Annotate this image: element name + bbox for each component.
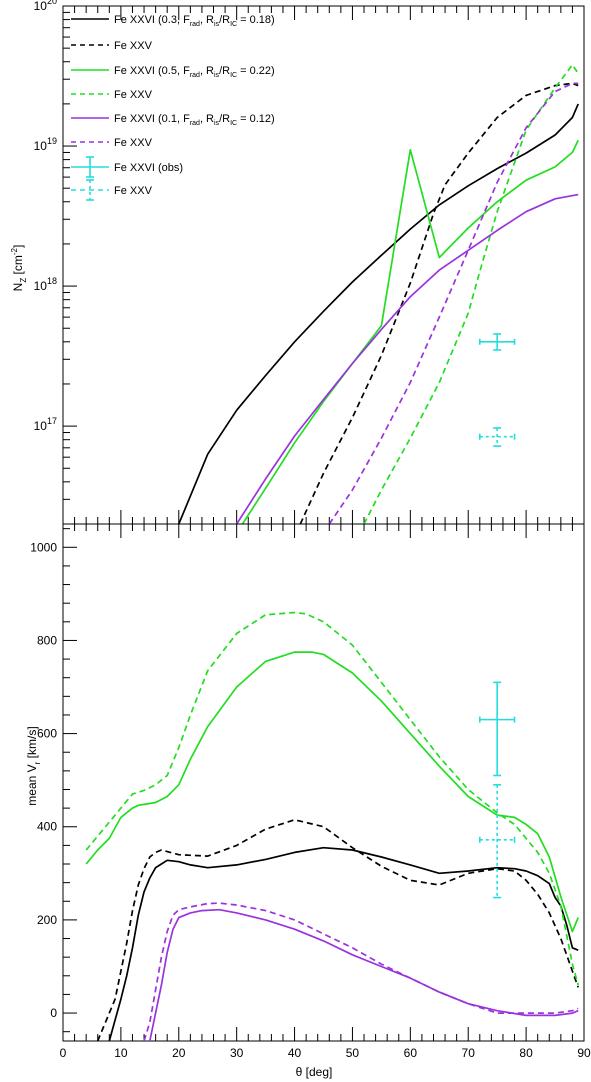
series-line-0-4: [235, 193, 579, 524]
bottom-panel: 0 10 20 30 40 50 60 70 80 90 0 200 400 600 800 1000: [30, 523, 591, 1060]
legend-entry-1: Fe XXV: [71, 40, 153, 52]
x-tick-label-20: 20: [172, 1046, 186, 1060]
series-line-0-1: [299, 82, 579, 524]
legend-entry-4: Fe XXVI (0.1, Frad, Ris/RIC = 0.12): [71, 113, 275, 127]
series-line-0-2: [241, 139, 579, 524]
y-tick-label-400: 400: [37, 820, 57, 834]
top-ylabel: NZ [cm-2]: [10, 245, 28, 292]
series-line-0-5: [328, 82, 579, 524]
x-tick-label-60: 60: [404, 1046, 418, 1060]
series-line-1-3: [85, 611, 580, 986]
x-tick-label-80: 80: [519, 1046, 533, 1060]
y-tick-label-19: 1019: [34, 136, 57, 153]
x-tick-label-70: 70: [462, 1046, 476, 1060]
y-tick-label-17: 1017: [34, 416, 57, 433]
series-line-1-5: [143, 902, 579, 1041]
y-tick-label-1000: 1000: [30, 540, 57, 554]
x-tick-label-10: 10: [114, 1046, 128, 1060]
y-tick-label-18: 1018: [34, 276, 57, 293]
y-tick-label-800: 800: [37, 633, 57, 647]
svg-text:Fe XXV: Fe XXV: [114, 185, 153, 197]
legend: Fe XXVI (0.3, Frad, Ris/RIC = 0.18) Fe X…: [71, 14, 275, 201]
legend-entry-2: Fe XXVI (0.5, Frad, Ris/RIC = 0.22): [71, 65, 275, 79]
svg-text:Fe XXVI (0.1, Frad, Ris/RIC =: Fe XXVI (0.1, Frad, Ris/RIC = 0.12): [114, 113, 275, 127]
legend-entry-0: Fe XXVI (0.3, Frad, Ris/RIC = 0.18): [71, 14, 275, 28]
svg-text:Fe XXV: Fe XXV: [114, 40, 153, 52]
series-line-0-0: [178, 103, 579, 524]
bottom-ylabel: mean Vr [km/s]: [25, 726, 42, 805]
y-tick-label-20: 1020: [34, 0, 57, 13]
svg-text:Fe XXVI (0.3, Frad, Ris/RIC =: Fe XXVI (0.3, Frad, Ris/RIC = 0.18): [114, 14, 275, 28]
legend-entry-3: Fe XXV: [71, 89, 153, 101]
series-line-1-2: [85, 651, 579, 933]
x-tick-label-50: 50: [346, 1046, 360, 1060]
legend-entry-6: Fe XXVI (obs): [71, 156, 183, 178]
series-line-1-0: [108, 846, 579, 1041]
x-tick-label-40: 40: [288, 1046, 302, 1060]
svg-text:Fe XXV: Fe XXV: [114, 89, 153, 101]
plot-frame-1: [62, 523, 585, 1042]
top-panel: 1017 1018 1019 1020: [34, 0, 585, 525]
x-tick-label-90: 90: [577, 1046, 591, 1060]
legend-entry-5: Fe XXV: [71, 137, 153, 149]
svg-text:Fe XXVI (obs): Fe XXVI (obs): [114, 162, 183, 174]
y-tick-label-600: 600: [37, 727, 57, 741]
y-tick-label-200: 200: [37, 913, 57, 927]
legend-entry-7: Fe XXV: [71, 179, 153, 201]
bottom-xlabel: θ [deg]: [296, 1065, 333, 1079]
y-tick-label-0: 0: [50, 1006, 57, 1020]
svg-text:Fe XXV: Fe XXV: [114, 137, 153, 149]
svg-text:Fe XXVI (0.5, Frad, Ris/RIC =: Fe XXVI (0.5, Frad, Ris/RIC = 0.22): [114, 65, 275, 79]
plot-frame-0: [62, 5, 585, 525]
x-tick-label-30: 30: [230, 1046, 244, 1060]
series-line-0-3: [363, 63, 579, 524]
series-line-1-4: [148, 908, 579, 1041]
x-tick-label-0: 0: [60, 1046, 67, 1060]
series-line-1-1: [96, 818, 580, 1041]
